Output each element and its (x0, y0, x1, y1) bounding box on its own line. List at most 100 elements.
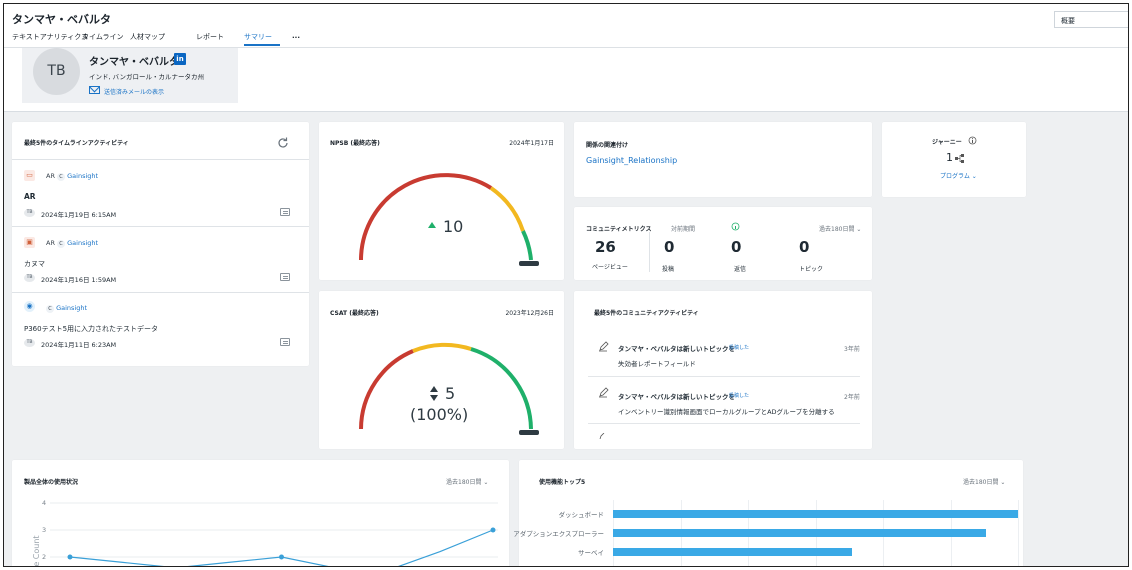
timeline-item-title: カヌマ (24, 260, 45, 268)
community-metrics-card: コミュニティメトリクス 対前期間 過去180日間 ⌄ 26 ページビュー 0 投… (574, 207, 872, 280)
metric-label: 投稿 (662, 266, 675, 273)
journey-card: ジャーニー 1 プログラム ⌄ (882, 122, 1026, 197)
y-tick-label: 2 (42, 553, 46, 561)
linkedin-icon[interactable]: in (174, 53, 186, 65)
profile-name: タンマヤ・ベバルタ (89, 57, 179, 68)
gauge-yellow-arc (489, 186, 525, 232)
bar-category-label: ダッシュボード (558, 511, 605, 519)
app-header: タンマヤ・ベバルタ テキストアナリティクス タイムライン 人材マップ レポート … (4, 4, 1128, 48)
data-point (67, 554, 73, 560)
npsb-card: NPSB (最終応答) 2024年1月17日 10 (319, 122, 564, 280)
metric-label: ページビュー (592, 264, 628, 271)
sent-mail-link[interactable]: 送信済みメールの表示 (89, 86, 165, 96)
metric-value: 0 (664, 238, 675, 256)
note-icon[interactable] (280, 273, 290, 281)
activity-ago: 3年前 (844, 346, 860, 353)
program-dropdown[interactable]: プログラム ⌄ (940, 173, 977, 180)
usage-title: 製品全体の使用状況 (24, 479, 79, 486)
pen-icon (599, 387, 609, 398)
program-icon (955, 154, 964, 163)
sort-down-icon (430, 395, 438, 401)
note-icon[interactable] (280, 208, 290, 216)
community-activity-title: 最終5件のコミュニティアクティビティ (594, 310, 699, 317)
csat-date: 2023年12月26日 (505, 310, 554, 317)
csat-value: 5 (445, 384, 456, 403)
tab-more[interactable]: ... (292, 32, 300, 40)
top-features-title: 使用機能トップ5 (539, 479, 586, 486)
author-badge: TB (24, 209, 35, 217)
bar-category-label: サーベイ (578, 549, 604, 557)
info-icon[interactable] (968, 136, 977, 145)
tab-timeline[interactable]: タイムライン (82, 33, 124, 41)
activity-item[interactable]: タンマヤ・ベバルタは新しいトピックを 投稿した 2年前 インベントリー識別情報画… (588, 379, 860, 424)
tab-text-analytics[interactable]: テキストアナリティクス (12, 33, 89, 41)
app-frame: タンマヤ・ベバルタ テキストアナリティクス タイムライン 人材マップ レポート … (3, 3, 1129, 567)
timeline-item-date: 2024年1月11日 6:23AM (41, 341, 117, 349)
data-point (279, 554, 284, 560)
csat-gauge (359, 342, 539, 435)
layout-select[interactable]: 概要 (1054, 11, 1128, 28)
metric-value: 26 (595, 238, 616, 256)
metric-value: 0 (799, 238, 810, 256)
usage-card: 製品全体の使用状況 過去180日間 ⌄ ture Count 4 3 2 (12, 460, 509, 567)
page-title: タンマヤ・ベバルタ (12, 13, 111, 26)
timeline-tags: AR C Gainsight (46, 172, 99, 181)
csat-card: CSAT (最終応答) 2023年12月26日 5 (100%) (319, 291, 564, 449)
sent-mail-label: 送信済みメールの表示 (104, 89, 165, 96)
timeline-item-title: P360テスト5用に入力されたテストデータ (24, 325, 159, 333)
relationship-link[interactable]: Gainsight_Relationship (586, 156, 678, 165)
metric-label: トピック (799, 266, 824, 273)
range-dropdown[interactable]: 過去180日間 ⌄ (819, 226, 862, 233)
tab-people-map[interactable]: 人材マップ (130, 33, 165, 41)
relationship-card: 関係の関連付け Gainsight_Relationship (574, 122, 872, 197)
metric-label: 返信 (734, 266, 747, 273)
metric-divider (649, 232, 650, 272)
timeline-item[interactable]: ▣ AR C Gainsight カヌマ TB 2024年1月16日 1:59A… (12, 226, 309, 292)
usage-series-line (69, 529, 494, 566)
feature-bar[interactable] (613, 548, 852, 556)
usage-range-dropdown[interactable]: 過去180日間 ⌄ (446, 479, 489, 486)
relationship-title: 関係の関連付け (586, 142, 629, 149)
info-icon[interactable] (731, 222, 740, 231)
journey-title: ジャーニー (932, 139, 962, 146)
grid-line (1018, 500, 1019, 566)
activity-item[interactable]: タンマヤ・ベバルタは新しいトピックを 投稿した 3年前 失効者レポートフィールド (588, 333, 860, 377)
timeline-item[interactable]: ▭ AR C Gainsight AR TB 2024年1月19日 6:15AM (12, 159, 309, 225)
npsb-title: NPSB (最終応答) (330, 140, 380, 147)
timeline-item-title: AR (24, 192, 36, 201)
gauge-red-arc (359, 173, 493, 261)
community-activity-card: 最終5件のコミュニティアクティビティ タンマヤ・ベバルタは新しいトピックを 投稿… (574, 291, 872, 449)
csat-title: CSAT (最終応答) (330, 310, 379, 317)
y-axis-label: ture Count (32, 535, 41, 567)
note-icon[interactable] (280, 338, 290, 346)
feature-bar[interactable] (613, 510, 1018, 518)
activity-detail: 失効者レポートフィールド (618, 360, 696, 368)
community-metrics-title: コミュニティメトリクス (586, 226, 652, 233)
sort-up-icon (430, 386, 438, 392)
activity-action[interactable]: 投稿した (729, 345, 750, 351)
pen-icon (599, 341, 609, 352)
profile-location: インド, バンガロール・カルナータカ州 (89, 73, 204, 81)
tab-reports[interactable]: レポート (196, 33, 224, 41)
tab-summary[interactable]: サマリー (244, 33, 272, 41)
period-label: 対前期間 (671, 226, 696, 233)
mail-icon (89, 86, 100, 94)
feature-bar[interactable] (613, 529, 986, 537)
activity-action[interactable]: 投稿した (729, 393, 750, 399)
timeline-title: 最終5件のタイムラインアクティビティ (24, 140, 129, 147)
features-range-dropdown[interactable]: 過去180日間 ⌄ (963, 479, 1006, 486)
pen-icon (599, 433, 605, 439)
timeline-item-date: 2024年1月19日 6:15AM (41, 211, 117, 219)
metric-value: 0 (731, 238, 742, 256)
location-icon: ◉ (24, 301, 35, 312)
active-tab-indicator (244, 44, 280, 46)
author-badge: TB (24, 274, 35, 282)
activity-detail: インベントリー識別情報画面でローカルグループとADグループを分離する (618, 408, 835, 416)
refresh-icon[interactable] (276, 136, 290, 150)
author-badge: TB (24, 339, 35, 347)
timeline-card: 最終5件のタイムラインアクティビティ ▭ AR C Gainsight AR T… (12, 122, 309, 366)
timeline-item[interactable]: ◉ C Gainsight P360テスト5用に入力されたテストデータ TB 2… (12, 292, 309, 358)
profile-band: TB タンマヤ・ベバルタ in インド, バンガロール・カルナータカ州 送信済み… (4, 48, 1128, 112)
npsb-value: 10 (443, 217, 464, 236)
gauge-green-arc (521, 230, 533, 261)
